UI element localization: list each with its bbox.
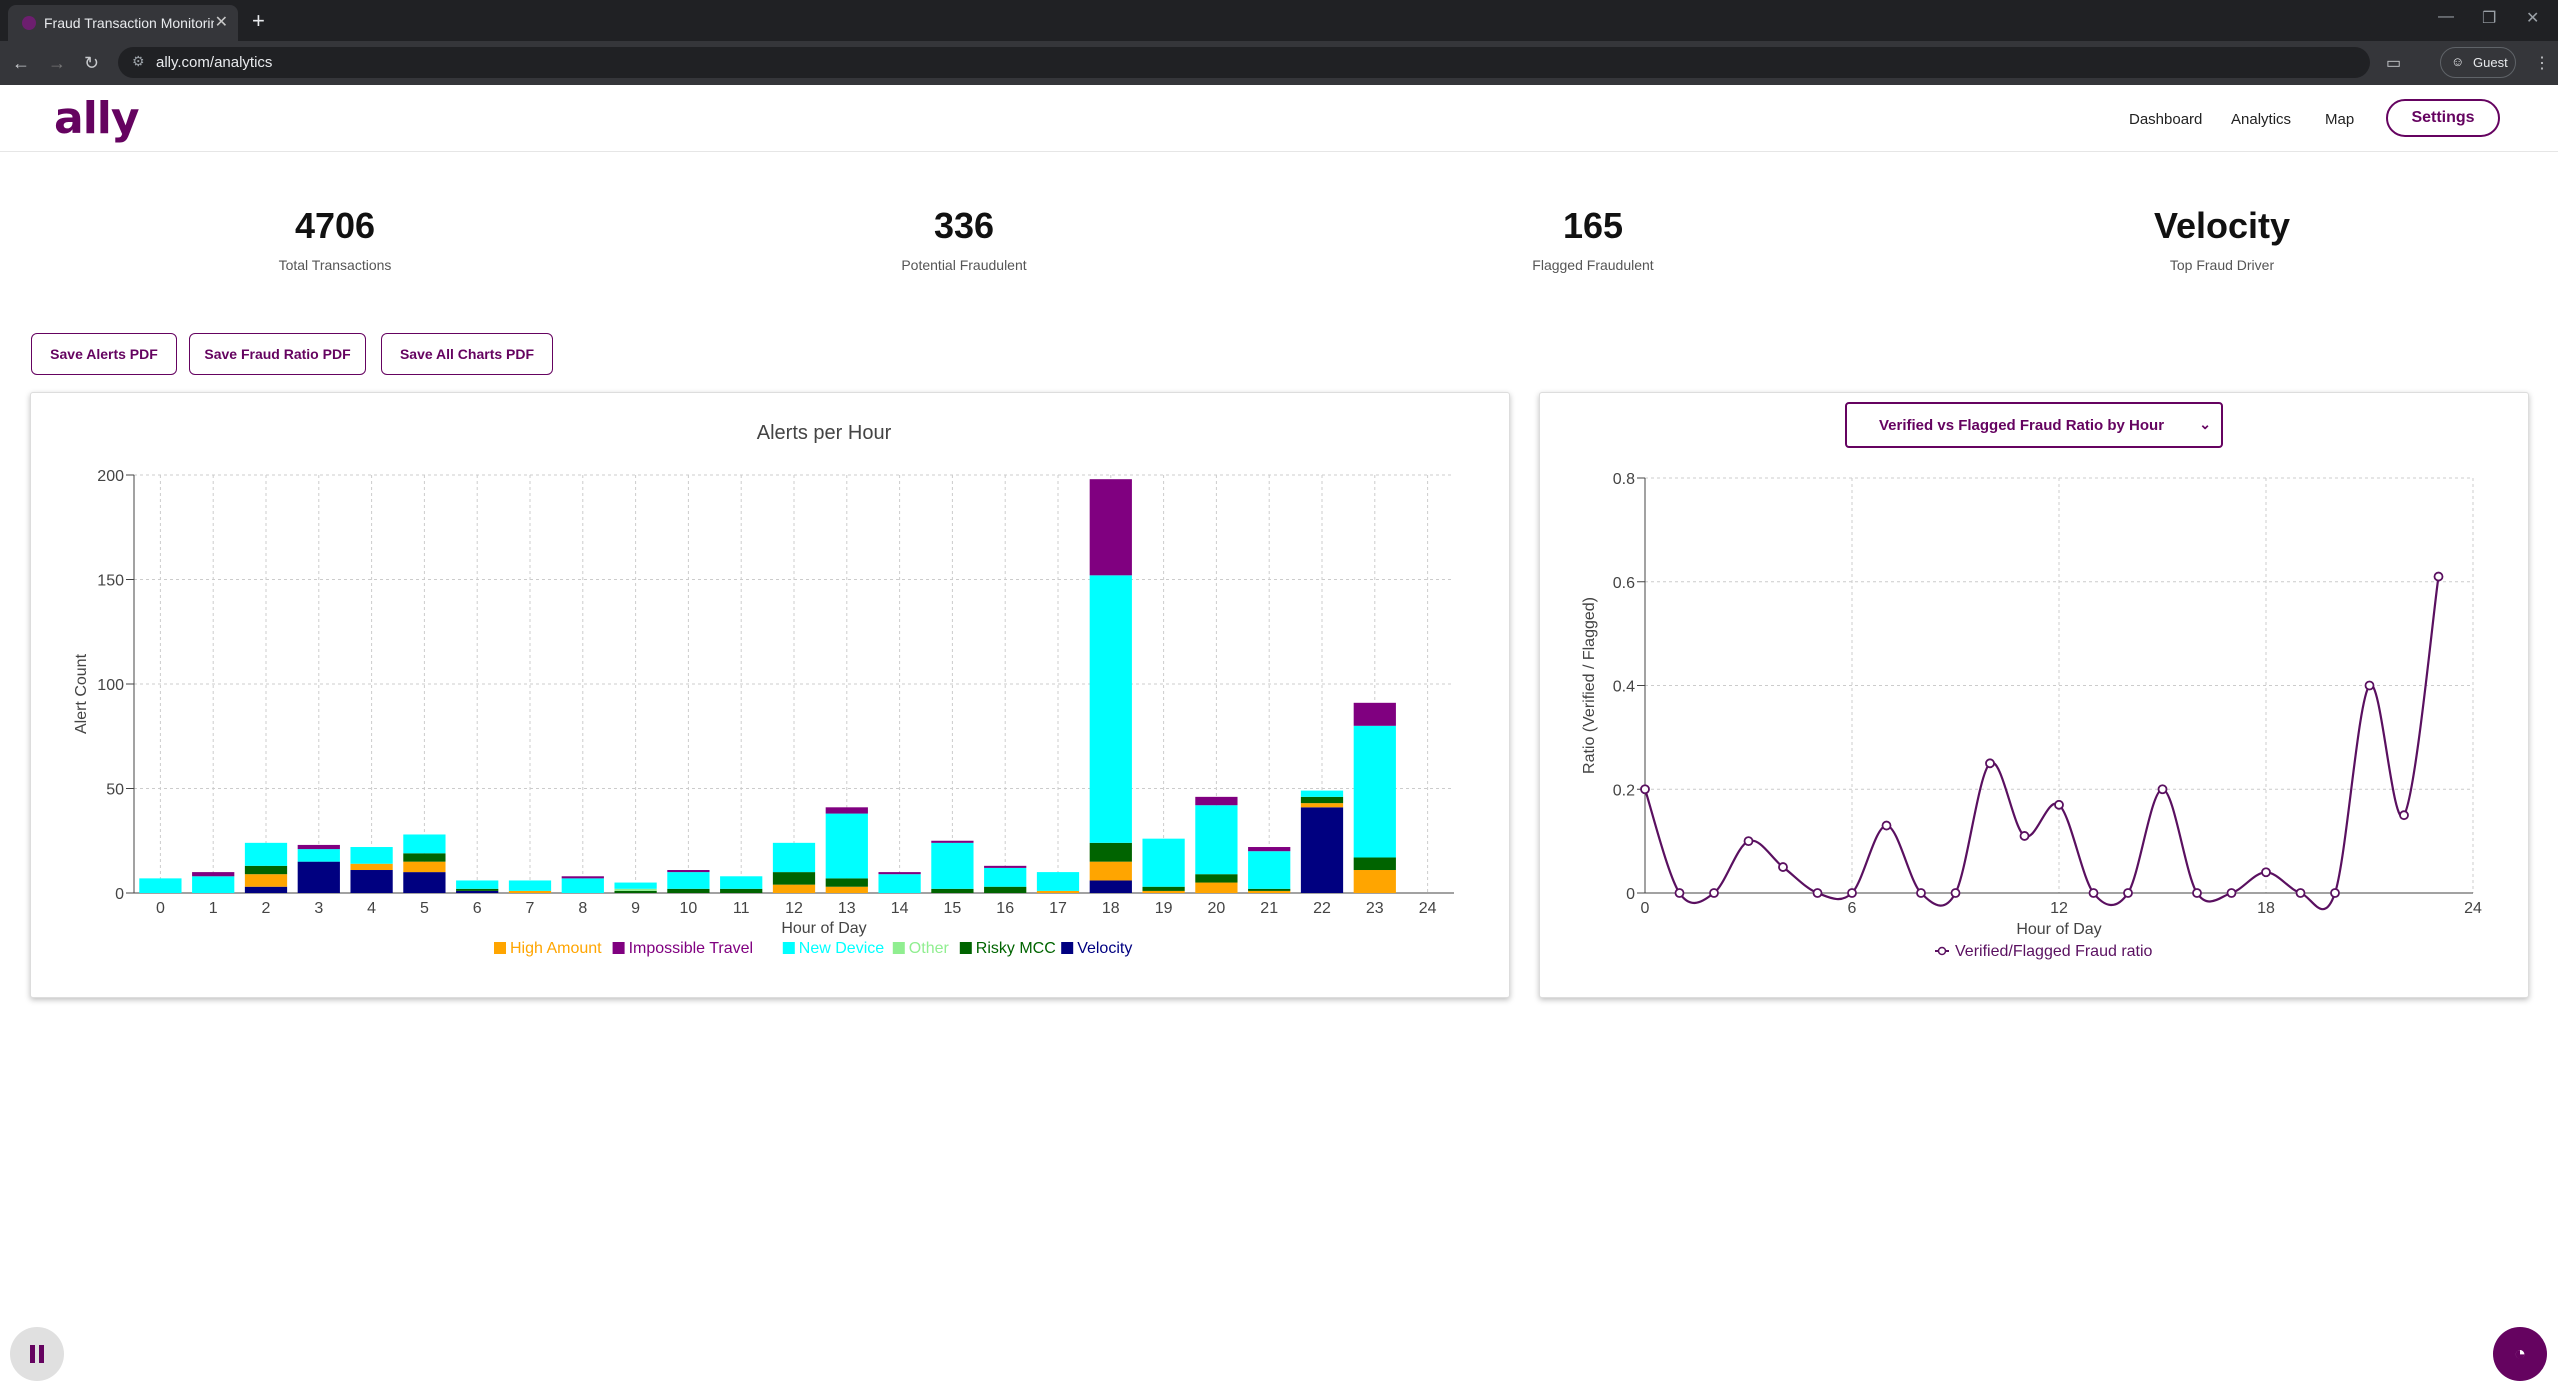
- favicon-icon: [22, 16, 36, 30]
- restore-icon[interactable]: ❐: [2482, 10, 2497, 27]
- close-tab-icon[interactable]: ✕: [214, 14, 228, 31]
- stat-value: 165: [1562, 205, 1624, 246]
- save-fraud-ratio-pdf-button[interactable]: Save Fraud Ratio PDF: [189, 333, 366, 375]
- tab-title: Fraud Transaction Monitoring D: [44, 15, 214, 31]
- browser-toolbar: ← → ↻ ⚙ ally.com/analytics ▭ ☺ Guest ⋮: [0, 41, 2558, 85]
- nav-map[interactable]: Map: [2325, 111, 2355, 128]
- profile-icon: ☺: [2451, 54, 2465, 69]
- pause-button[interactable]: [10, 1327, 64, 1381]
- stat-top-fraud-driver: Velocity Top Fraud Driver: [2022, 205, 2422, 273]
- alerts-chart-card: [30, 392, 1510, 998]
- new-tab-icon[interactable]: +: [252, 8, 265, 33]
- dashboard-gauge-button[interactable]: ◔: [2493, 1327, 2547, 1381]
- stat-value: 4706: [294, 205, 376, 246]
- stat-label: Top Fraud Driver: [2169, 257, 2275, 273]
- profile-label: Guest: [2473, 55, 2508, 70]
- back-icon[interactable]: ←: [12, 53, 30, 73]
- minimize-icon[interactable]: —: [2438, 8, 2454, 25]
- nav-analytics[interactable]: Analytics: [2231, 111, 2292, 128]
- stat-potential-fraudulent: 336 Potential Fraudulent: [764, 205, 1164, 273]
- ally-logo[interactable]: ally: [54, 93, 140, 144]
- select-value: Verified vs Flagged Fraud Ratio by Hour: [1879, 417, 2165, 434]
- reload-icon[interactable]: ↻: [84, 53, 100, 73]
- save-alerts-pdf-button[interactable]: Save Alerts PDF: [31, 333, 177, 375]
- ratio-chart-card: [1539, 392, 2529, 998]
- forward-icon[interactable]: →: [48, 53, 66, 73]
- stat-value: Velocity: [2153, 205, 2291, 246]
- cast-icon[interactable]: ▭: [2386, 55, 2402, 72]
- settings-button[interactable]: Settings: [2386, 99, 2500, 137]
- address-bar[interactable]: ⚙ ally.com/analytics: [118, 47, 2370, 78]
- pause-icon: [30, 1345, 35, 1363]
- stat-total-transactions: 4706 Total Transactions: [135, 205, 535, 273]
- pause-icon-bar: [39, 1345, 44, 1363]
- menu-icon[interactable]: ⋮: [2534, 55, 2550, 72]
- save-all-charts-pdf-button[interactable]: Save All Charts PDF: [381, 333, 553, 375]
- url-text: ally.com/analytics: [156, 54, 273, 71]
- gauge-icon: ◔: [2513, 1343, 2527, 1365]
- stat-label: Flagged Fraudulent: [1532, 257, 1654, 273]
- chart-type-select[interactable]: Verified vs Flagged Fraud Ratio by Hour …: [1845, 402, 2223, 448]
- site-info-icon[interactable]: ⚙: [132, 53, 145, 69]
- window-close-icon[interactable]: ✕: [2526, 10, 2540, 27]
- browser-tab[interactable]: Fraud Transaction Monitoring D ✕: [8, 5, 238, 41]
- profile-button[interactable]: ☺ Guest: [2440, 47, 2516, 78]
- stat-label: Total Transactions: [278, 257, 392, 273]
- nav-dashboard[interactable]: Dashboard: [2129, 111, 2203, 128]
- stat-flagged-fraudulent: 165 Flagged Fraudulent: [1393, 205, 1793, 273]
- site-header: ally Dashboard Analytics Map Settings: [0, 85, 2558, 152]
- stat-value: 336: [933, 205, 995, 246]
- stat-label: Potential Fraudulent: [901, 257, 1027, 273]
- browser-tab-bar: Fraud Transaction Monitoring D ✕ + — ❐ ✕: [0, 0, 2558, 41]
- chevron-down-icon: ⌄: [2199, 416, 2211, 432]
